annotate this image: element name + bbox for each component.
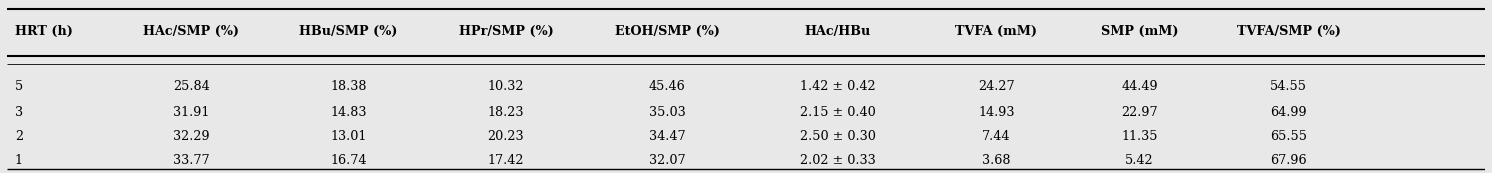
Text: 18.23: 18.23 [488, 106, 524, 119]
Text: 33.77: 33.77 [173, 154, 210, 167]
Text: 32.29: 32.29 [173, 130, 210, 143]
Text: HAc/HBu: HAc/HBu [804, 25, 871, 38]
Text: 2.50 ± 0.30: 2.50 ± 0.30 [800, 130, 876, 143]
Text: 35.03: 35.03 [649, 106, 685, 119]
Text: 14.83: 14.83 [330, 106, 367, 119]
Text: 1.42 ± 0.42: 1.42 ± 0.42 [800, 80, 876, 93]
Text: 14.93: 14.93 [979, 106, 1015, 119]
Text: 67.96: 67.96 [1271, 154, 1307, 167]
Text: 45.46: 45.46 [649, 80, 685, 93]
Text: HAc/SMP (%): HAc/SMP (%) [143, 25, 239, 38]
Text: HBu/SMP (%): HBu/SMP (%) [300, 25, 398, 38]
Text: 7.44: 7.44 [982, 130, 1010, 143]
Text: HRT (h): HRT (h) [15, 25, 73, 38]
Text: 54.55: 54.55 [1270, 80, 1307, 93]
Text: 1: 1 [15, 154, 22, 167]
Text: 2.15 ± 0.40: 2.15 ± 0.40 [800, 106, 876, 119]
Text: 24.27: 24.27 [979, 80, 1015, 93]
Text: 20.23: 20.23 [488, 130, 524, 143]
Text: 3: 3 [15, 106, 22, 119]
Text: 2: 2 [15, 130, 22, 143]
Text: 3.68: 3.68 [982, 154, 1010, 167]
Text: 13.01: 13.01 [330, 130, 367, 143]
Text: EtOH/SMP (%): EtOH/SMP (%) [615, 25, 719, 38]
Text: 5: 5 [15, 80, 22, 93]
Text: 18.38: 18.38 [330, 80, 367, 93]
Text: TVFA (mM): TVFA (mM) [955, 25, 1037, 38]
Text: HPr/SMP (%): HPr/SMP (%) [458, 25, 554, 38]
Text: 16.74: 16.74 [330, 154, 367, 167]
Text: 11.35: 11.35 [1122, 130, 1158, 143]
Text: 17.42: 17.42 [488, 154, 524, 167]
Text: 10.32: 10.32 [488, 80, 524, 93]
Text: 25.84: 25.84 [173, 80, 210, 93]
Text: 5.42: 5.42 [1125, 154, 1153, 167]
Text: 22.97: 22.97 [1122, 106, 1158, 119]
Text: 34.47: 34.47 [649, 130, 685, 143]
Text: SMP (mM): SMP (mM) [1101, 25, 1179, 38]
Text: 64.99: 64.99 [1271, 106, 1307, 119]
Text: 32.07: 32.07 [649, 154, 685, 167]
Text: 2.02 ± 0.33: 2.02 ± 0.33 [800, 154, 876, 167]
Text: TVFA/SMP (%): TVFA/SMP (%) [1237, 25, 1341, 38]
Text: 65.55: 65.55 [1270, 130, 1307, 143]
Text: 31.91: 31.91 [173, 106, 209, 119]
Text: 44.49: 44.49 [1122, 80, 1158, 93]
